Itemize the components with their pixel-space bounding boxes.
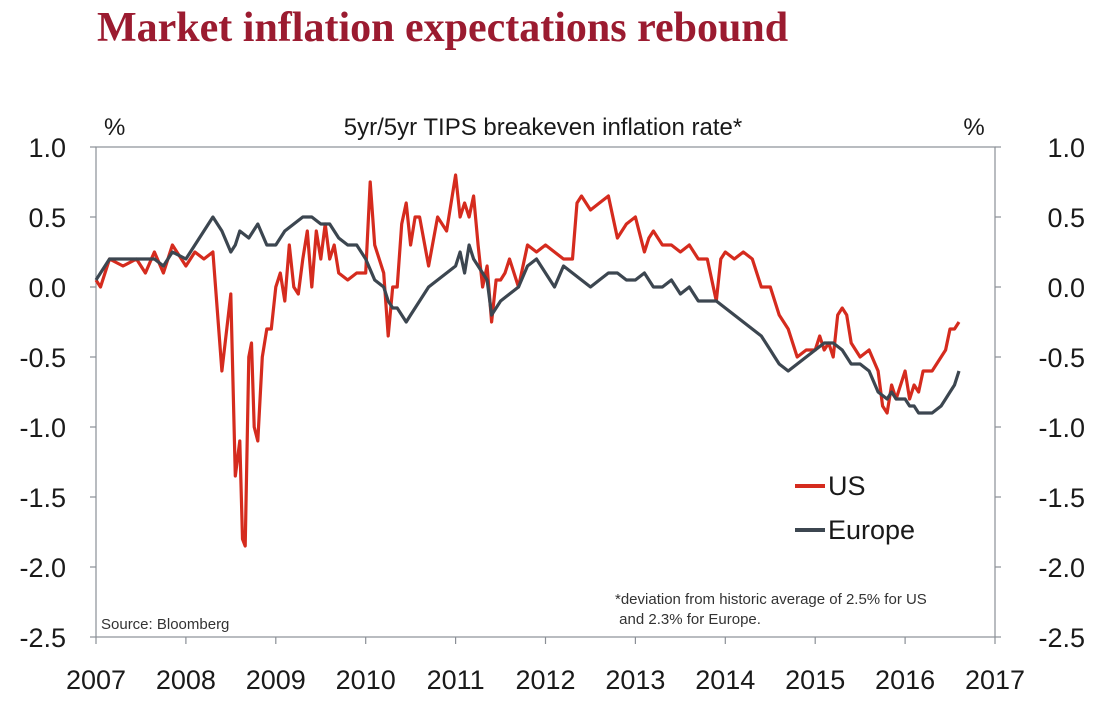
y-tick-label-right: -0.5 bbox=[1038, 343, 1085, 373]
y-tick-label-left: 1.0 bbox=[28, 133, 66, 163]
y-tick-label-left: 0.0 bbox=[28, 273, 66, 303]
left-axis-unit: % bbox=[104, 114, 125, 141]
y-tick-label-left: -1.0 bbox=[19, 413, 66, 443]
x-tick-label: 2012 bbox=[515, 665, 575, 695]
y-tick-label-right: -1.0 bbox=[1038, 413, 1085, 443]
legend-label-us: US bbox=[828, 471, 866, 501]
plot-area-frame bbox=[95, 146, 996, 638]
right-axis-unit: % bbox=[963, 114, 984, 141]
x-tick-label: 2011 bbox=[427, 665, 485, 695]
chart-title: 5yr/5yr TIPS breakeven inflation rate* bbox=[344, 114, 742, 141]
legend-label-europe: Europe bbox=[828, 515, 915, 545]
page-title: Market inflation expectations rebound bbox=[97, 5, 789, 51]
y-tick-label-right: 0.5 bbox=[1047, 203, 1085, 233]
y-tick-label-left: -0.5 bbox=[19, 343, 66, 373]
source-note: Source: Bloomberg bbox=[101, 616, 229, 633]
y-tick-label-right: 1.0 bbox=[1047, 133, 1085, 163]
x-tick-label: 2008 bbox=[156, 665, 216, 695]
y-tick-label-left: -1.5 bbox=[19, 483, 66, 513]
y-tick-label-right: -2.5 bbox=[1038, 623, 1085, 653]
x-tick-label: 2016 bbox=[875, 665, 935, 695]
y-tick-label-left: -2.0 bbox=[19, 553, 66, 583]
y-tick-label-right: -2.0 bbox=[1038, 553, 1085, 583]
x-tick-label: 2009 bbox=[246, 665, 306, 695]
series-line-us bbox=[94, 173, 961, 548]
legend: US Europe bbox=[795, 471, 915, 545]
x-tick-label: 2015 bbox=[785, 665, 845, 695]
y-tick-label-left: 0.5 bbox=[28, 203, 66, 233]
x-tick-label: 2007 bbox=[66, 665, 126, 695]
y-tick-label-right: 0.0 bbox=[1047, 273, 1085, 303]
series-line-europe bbox=[94, 215, 961, 415]
x-tick-label: 2014 bbox=[695, 665, 755, 695]
axis-ticks: 2007 2008 2009 2010 2011 2012 2013 2014 2015 2016… bbox=[19, 133, 1085, 695]
x-tick-label: 2013 bbox=[605, 665, 665, 695]
footnote-line-1: *deviation from historic average of 2.5%… bbox=[615, 591, 927, 608]
footnote-line-2: and 2.3% for Europe. bbox=[615, 611, 761, 628]
x-tick-label: 2017 bbox=[965, 665, 1025, 695]
series-lines bbox=[94, 173, 961, 548]
x-tick-label: 2010 bbox=[336, 665, 396, 695]
y-tick-label-right: -1.5 bbox=[1038, 483, 1085, 513]
y-tick-label-left: -2.5 bbox=[19, 623, 66, 653]
